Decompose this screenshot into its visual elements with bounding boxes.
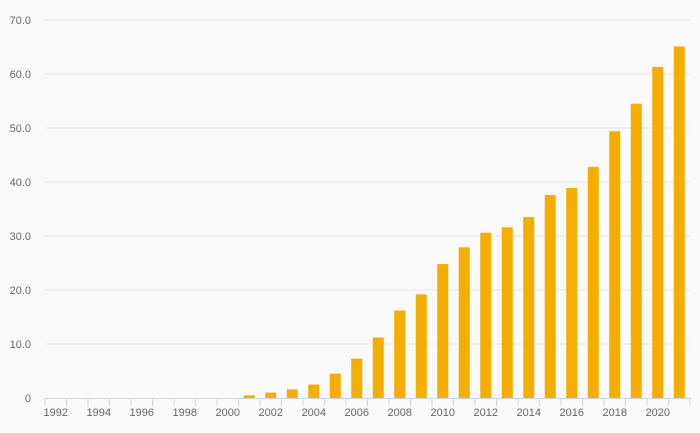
x-axis-ticks: 1992 1994 1996 1998 2000 2002 2004 2006 2008 2010… xyxy=(44,407,670,419)
bar-2011[interactable] xyxy=(458,247,470,398)
x-tick-label: 2000 xyxy=(216,407,240,419)
bar-2016[interactable] xyxy=(566,187,578,398)
x-tick-label: 2002 xyxy=(259,407,283,419)
bar-2005[interactable] xyxy=(329,373,341,398)
x-axis xyxy=(44,398,691,406)
x-tick-label: 1996 xyxy=(130,407,154,419)
x-tick-label: 1994 xyxy=(87,407,111,419)
x-tick-label: 2014 xyxy=(517,407,541,419)
y-tick-label: 60.0 xyxy=(10,69,31,81)
bar-2015[interactable] xyxy=(544,194,556,398)
bar-2019[interactable] xyxy=(630,103,642,398)
bar-2007[interactable] xyxy=(372,337,384,398)
bar-2003[interactable] xyxy=(286,389,298,398)
y-axis-ticks: 0 10.0 20.0 30.0 40.0 50.0 60.0 70.0 xyxy=(10,15,31,405)
x-tick-label: 2018 xyxy=(603,407,627,419)
x-tick-label: 2008 xyxy=(388,407,412,419)
bar-2002[interactable] xyxy=(265,392,277,398)
y-tick-label: 70.0 xyxy=(10,15,31,27)
bar-2014[interactable] xyxy=(523,217,535,398)
x-tick-label: 2004 xyxy=(302,407,326,419)
bar-2004[interactable] xyxy=(308,384,320,399)
y-tick-label: 20.0 xyxy=(10,285,31,297)
bar-2008[interactable] xyxy=(394,310,406,398)
x-tick-label: 2020 xyxy=(646,407,670,419)
bar-2012[interactable] xyxy=(480,232,492,398)
x-tick-label: 2016 xyxy=(560,407,584,419)
bar-2018[interactable] xyxy=(609,131,621,399)
bar-2001[interactable] xyxy=(243,395,255,398)
bar-2020[interactable] xyxy=(652,66,664,398)
bar-2010[interactable] xyxy=(437,264,449,398)
gridlines xyxy=(45,19,690,345)
bar-2006[interactable] xyxy=(351,358,363,398)
y-tick-label: 30.0 xyxy=(10,231,31,243)
x-tick-label: 2006 xyxy=(345,407,369,419)
bar-2009[interactable] xyxy=(415,294,427,398)
bar-2017[interactable] xyxy=(587,166,599,398)
x-tick-label: 2012 xyxy=(474,407,498,419)
x-tick-label: 1992 xyxy=(44,407,68,419)
y-tick-label: 50.0 xyxy=(10,123,31,135)
bars xyxy=(243,46,685,399)
y-tick-label: 0 xyxy=(25,393,31,405)
x-tick-label: 1998 xyxy=(173,407,197,419)
y-tick-label: 40.0 xyxy=(10,177,31,189)
y-tick-label: 10.0 xyxy=(10,339,31,351)
bar-2013[interactable] xyxy=(501,227,513,398)
bar-2021[interactable] xyxy=(673,46,685,399)
x-tick-label: 2010 xyxy=(431,407,455,419)
